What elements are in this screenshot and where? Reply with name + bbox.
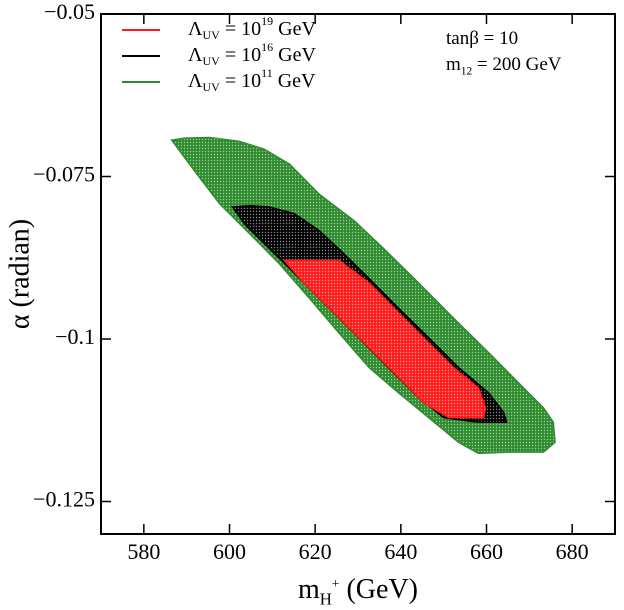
legend-label-part: Λ xyxy=(188,18,203,40)
x-axis-label-part: (GeV) xyxy=(339,574,418,605)
x-tick-label: 620 xyxy=(299,539,332,564)
x-tick-label: 580 xyxy=(127,539,160,564)
x-axis-label-part: m xyxy=(298,574,320,605)
legend-label-part: Λ xyxy=(188,70,203,92)
legend-label-part: GeV xyxy=(273,70,316,92)
legend-label-part: GeV xyxy=(273,44,316,66)
x-axis-label-part: H xyxy=(320,589,332,608)
region xyxy=(282,259,487,419)
x-tick-label: 660 xyxy=(470,539,503,564)
annotation: tanβ = 10 xyxy=(446,28,518,49)
y-axis-label: α (radian) xyxy=(4,219,35,329)
annotation-part: = 200 GeV xyxy=(472,54,562,75)
legend-label: ΛUV = 1016 GeV xyxy=(188,40,316,68)
legend-label-part: = 10 xyxy=(220,70,261,92)
y-tick-label: −0.075 xyxy=(33,162,95,187)
y-tick-label: −0.1 xyxy=(55,324,95,349)
legend-label-part: = 10 xyxy=(220,18,261,40)
legend-label: ΛUV = 1011 GeV xyxy=(188,66,316,94)
x-tick-label: 680 xyxy=(556,539,589,564)
legend-label-part: UV xyxy=(203,54,221,68)
y-tick-label: −0.125 xyxy=(33,487,95,512)
legend-label-part: UV xyxy=(203,80,221,94)
annotation-part: 12 xyxy=(461,65,473,77)
legend-label: ΛUV = 1019 GeV xyxy=(188,14,316,42)
x-axis-label: mH+ (GeV) xyxy=(298,574,418,608)
y-tick-label: −0.05 xyxy=(44,0,95,24)
x-tick-label: 640 xyxy=(384,539,417,564)
x-tick-label: 600 xyxy=(213,539,246,564)
legend-label-part: 19 xyxy=(261,14,273,28)
legend-label-part: 16 xyxy=(261,40,273,54)
legend-label-part: GeV xyxy=(273,18,316,40)
legend-label-part: 11 xyxy=(261,66,273,80)
legend-label-part: Λ xyxy=(188,44,203,66)
annotation-part: tanβ = 10 xyxy=(446,28,518,49)
legend-label-part: = 10 xyxy=(220,44,261,66)
x-axis-label-part: + xyxy=(332,576,340,591)
plot-frame xyxy=(100,13,616,535)
annotation: m12 = 200 GeV xyxy=(446,54,562,77)
annotation-part: m xyxy=(446,54,461,75)
legend-label-part: UV xyxy=(203,28,221,42)
